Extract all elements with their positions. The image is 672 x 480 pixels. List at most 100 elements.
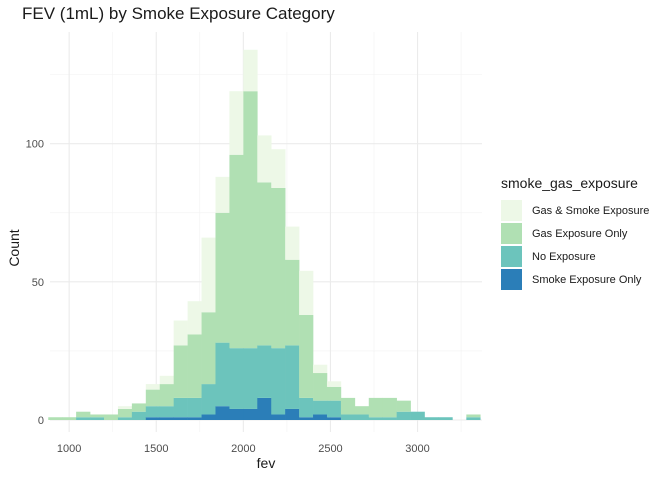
bar-segment — [354, 406, 370, 415]
x-tick-label: 1500 — [144, 443, 168, 455]
bar-segment — [215, 176, 230, 213]
legend-item-gas-and-smoke: Gas & Smoke Exposure — [501, 199, 649, 222]
bar-segment — [243, 91, 258, 349]
bar-segment — [117, 417, 133, 420]
bar-segment — [76, 411, 91, 418]
legend: smoke_gas_exposure Gas & Smoke Exposure … — [501, 175, 649, 291]
bar-segment — [285, 408, 300, 420]
legend-swatch — [501, 223, 522, 244]
x-tick-label: 2000 — [231, 443, 255, 455]
bar-segment — [466, 417, 481, 420]
x-tick-label: 1000 — [57, 443, 81, 455]
bar-segment — [117, 408, 133, 418]
bar-segment — [326, 386, 342, 401]
bar-segment — [466, 414, 481, 418]
bar-segment — [438, 417, 453, 420]
x-tick-labels: 1000 1500 2000 2500 3000 — [57, 443, 430, 455]
bar-segment — [271, 187, 286, 349]
bar-segment — [340, 414, 356, 420]
bar-segment — [257, 397, 272, 420]
bar-segment — [187, 301, 202, 335]
bar-segment — [215, 342, 230, 407]
bar-segment — [187, 417, 202, 420]
y-tick-label: 100 — [26, 139, 44, 151]
bar-segment — [229, 154, 244, 349]
bar-segment — [271, 348, 286, 415]
bar-segment — [215, 212, 230, 343]
bar-segment — [215, 406, 230, 420]
bar-segment — [201, 384, 216, 415]
bar-segment — [271, 149, 286, 188]
bar-segment — [271, 414, 286, 420]
bar-segment — [313, 373, 328, 401]
bar-segment — [354, 414, 370, 420]
bar-segment — [243, 348, 258, 409]
bar-segment — [313, 400, 328, 415]
y-axis-label: Count — [6, 229, 22, 267]
bar-segment — [159, 375, 174, 385]
legend-swatch — [501, 246, 522, 267]
bar-segment — [104, 414, 119, 420]
bar-segment — [368, 417, 384, 420]
bar-segment — [257, 135, 272, 183]
bar-segment — [145, 389, 161, 407]
x-axis-label: fev — [256, 455, 276, 471]
bar-segment — [90, 417, 105, 420]
bar-segment — [243, 408, 258, 420]
bar-segment — [326, 417, 342, 420]
bar-segment — [285, 226, 300, 260]
bar-segment — [424, 417, 439, 420]
legend-label: Smoke Exposure Only — [532, 273, 642, 286]
bar-segment — [229, 348, 244, 409]
y-tick-labels: 0 50 100 — [26, 139, 44, 427]
bar-segment — [243, 49, 258, 92]
bar-segment — [145, 384, 161, 390]
legend-label: Gas & Smoke Exposure — [532, 204, 650, 217]
bar-segment — [229, 408, 244, 420]
bar-segment — [117, 406, 133, 409]
bar-segment — [159, 417, 174, 420]
y-tick-label: 50 — [32, 277, 44, 289]
bar-segment — [326, 400, 342, 418]
chart-title: FEV (1mL) by Smoke Exposure Category — [22, 4, 335, 23]
legend-title: smoke_gas_exposure — [501, 175, 638, 191]
bar-segment — [313, 414, 328, 420]
y-tick-label: 0 — [38, 415, 44, 427]
bar-segment — [159, 406, 174, 418]
legend-swatch — [501, 200, 522, 221]
bar-segment — [382, 397, 397, 418]
bar-segment — [201, 414, 216, 420]
legend-swatch — [501, 269, 522, 290]
bar-segment — [299, 270, 314, 316]
bar-segment — [299, 315, 314, 398]
bar-segment — [382, 417, 397, 420]
bar-segment — [285, 345, 300, 409]
bar-segment — [410, 411, 425, 420]
bar-segment — [173, 320, 188, 346]
bar-segment — [368, 397, 384, 418]
bar-segment — [76, 417, 91, 420]
bar-segment — [173, 345, 188, 398]
bar-segment — [257, 182, 272, 346]
bar-segment — [396, 400, 411, 412]
bar-segment — [173, 417, 188, 420]
bar-segment — [299, 417, 314, 420]
bar-segment — [201, 312, 216, 385]
bar-segment — [257, 345, 272, 398]
legend-item-no-exposure: No Exposure — [501, 245, 649, 268]
legend-label: No Exposure — [532, 250, 596, 263]
bar-segment — [145, 417, 161, 420]
legend-item-smoke-only: Smoke Exposure Only — [501, 268, 649, 291]
bar-segment — [145, 406, 161, 418]
bar-segment — [131, 411, 147, 420]
bar-segment — [90, 414, 105, 418]
bar-segment — [131, 403, 147, 412]
bar-segment — [313, 364, 328, 374]
bars — [48, 49, 481, 420]
bar-segment — [173, 397, 188, 418]
bar-segment — [48, 417, 63, 420]
bar-segment — [340, 397, 356, 415]
bar-segment — [187, 397, 202, 418]
x-tick-label: 3000 — [405, 443, 429, 455]
